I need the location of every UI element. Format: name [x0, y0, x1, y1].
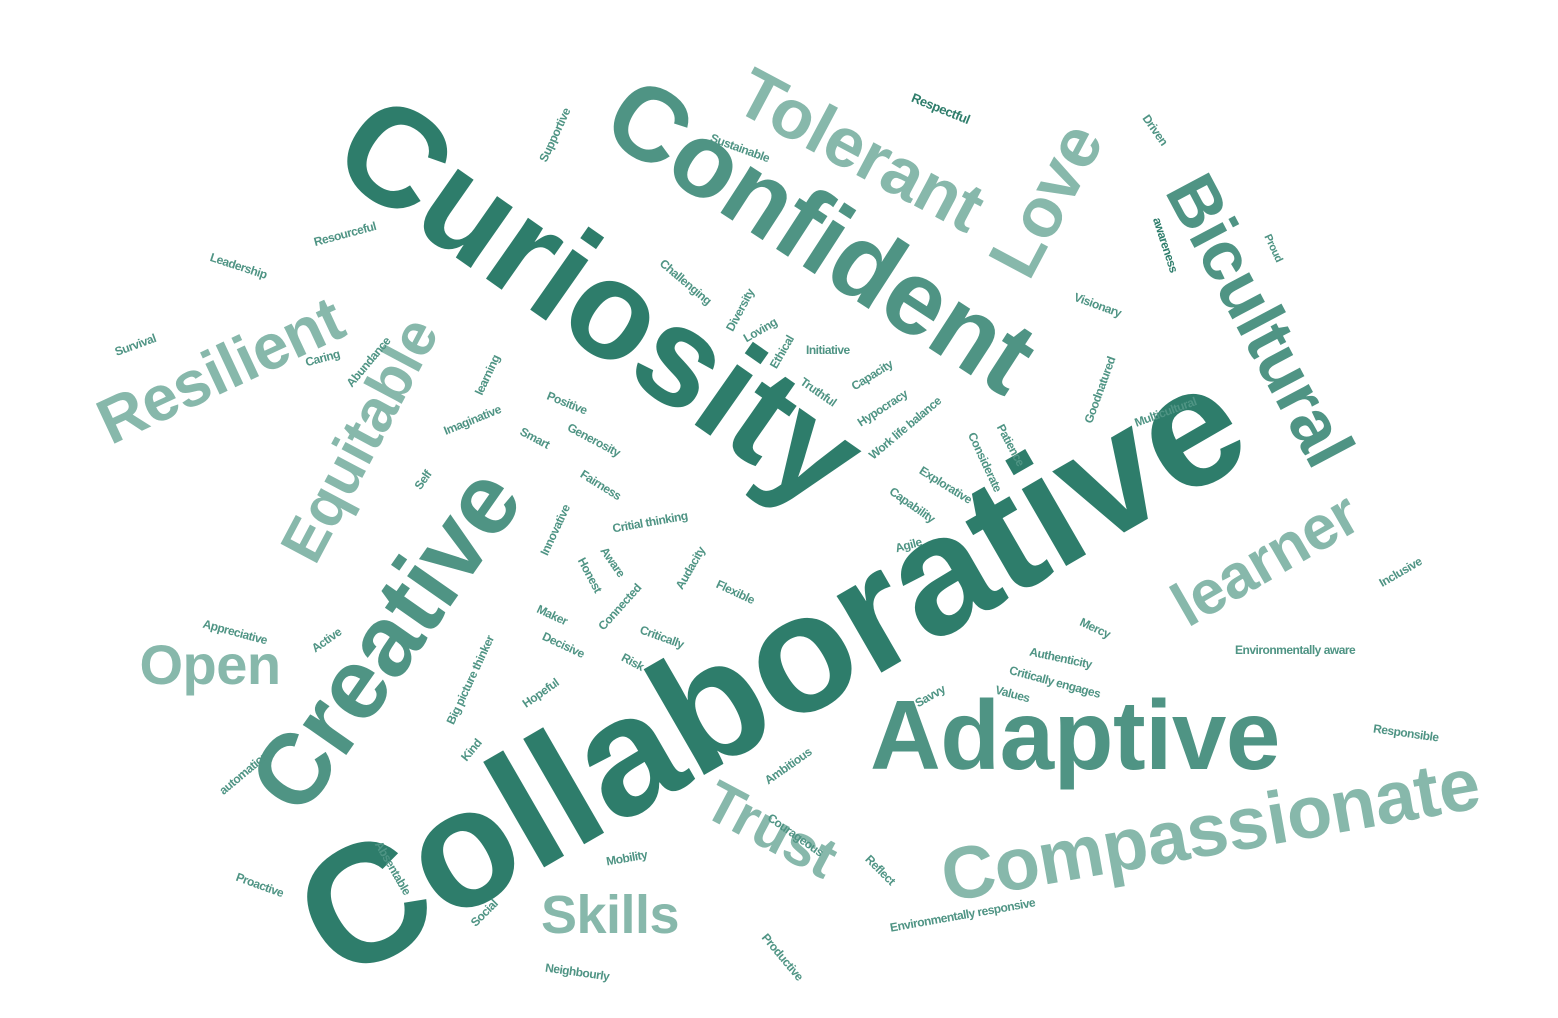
word-positive: Positive: [544, 388, 590, 418]
word-mercy: Mercy: [1077, 614, 1113, 642]
word-maker: Maker: [534, 601, 570, 629]
word-skills: Skills: [541, 885, 680, 945]
word-leadership: Leadership: [207, 250, 269, 282]
word-respectful: Respectful: [908, 89, 972, 127]
word-productive: Productive: [758, 930, 806, 984]
word-trust: Trust: [693, 768, 848, 891]
word-audacity: Audacity: [672, 544, 708, 592]
word-critial-thinking: Critial thinking: [611, 508, 689, 536]
word-initiative: Initiative: [806, 343, 850, 357]
word-survival: Survival: [112, 331, 158, 359]
word-visionary: Visionary: [1071, 289, 1123, 321]
word-neighbourly: Neighbourly: [543, 960, 610, 984]
word-reflect: Reflect: [861, 852, 898, 888]
word-fairness: Fairness: [577, 467, 624, 503]
word-honest: Honest: [574, 555, 605, 595]
word-open: Open: [139, 633, 282, 696]
word-resourceful: Resourceful: [312, 218, 378, 250]
word-resilient: Resilient: [86, 281, 355, 459]
word-responsible: Responsible: [1372, 721, 1440, 745]
word-authenticity: Authenticity: [1027, 644, 1093, 672]
word-love: Love: [972, 110, 1118, 290]
word-capacity: Capacity: [848, 356, 896, 394]
word-environmentally-aware: Environmentally aware: [1235, 643, 1356, 657]
word-decisive: Decisive: [539, 629, 587, 661]
word-generosity: Generosity: [565, 420, 623, 460]
word-big-picture-thinker: Big picture thinker: [443, 633, 497, 727]
word-driven: Driven: [1139, 111, 1171, 149]
word-aware: Aware: [596, 544, 628, 580]
word-smart: Smart: [517, 424, 552, 452]
word-inclusive: Inclusive: [1376, 554, 1424, 590]
word-innovative: Innovative: [537, 502, 574, 558]
word-supportive: Supportive: [536, 105, 574, 165]
word-adaptive: Adaptive: [870, 680, 1280, 790]
word-imaginative: Imaginative: [441, 402, 503, 438]
word-learning: learning: [471, 352, 503, 398]
